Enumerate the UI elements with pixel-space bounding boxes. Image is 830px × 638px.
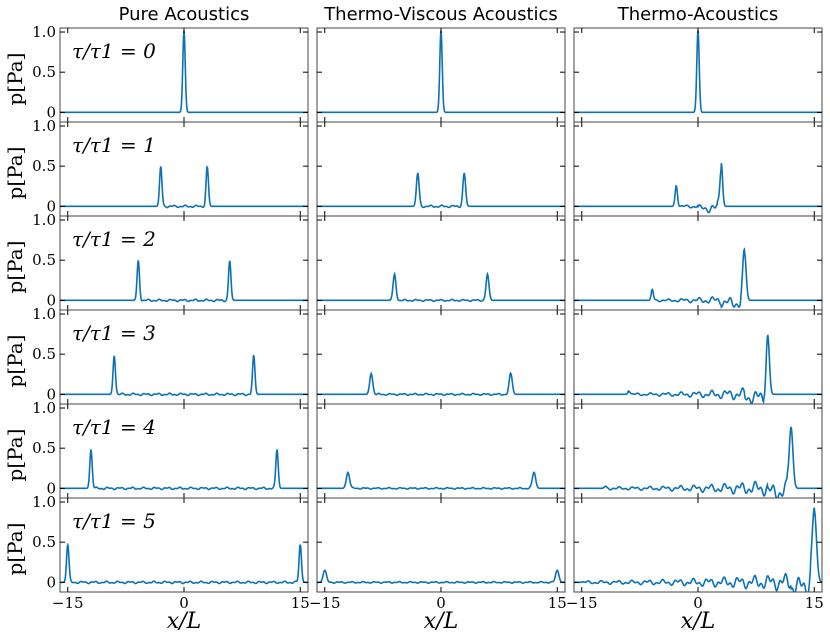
series-line — [317, 569, 565, 584]
panel-0-2: 0 0.5 1.0 τ/τ1 = 2 — [32, 211, 309, 311]
x-axis-label: x/L — [681, 609, 715, 634]
y-tick-label: 0.5 — [32, 439, 56, 457]
x-tick-label: 15 — [805, 594, 824, 612]
series-line — [574, 30, 822, 114]
y-tick-label: 0.5 — [32, 63, 56, 81]
series-line — [574, 333, 822, 404]
panel-1-2 — [316, 215, 566, 311]
y-tick-label: 0 — [46, 197, 56, 215]
column-title-1: Thermo-Viscous Acoustics — [323, 4, 558, 25]
y-tick-label: 0 — [46, 479, 56, 497]
series-line — [317, 172, 565, 209]
series-line — [574, 163, 822, 214]
panel-0-4: 0 0.5 1.0 τ/τ1 = 4 — [32, 399, 309, 499]
panel-frame — [573, 215, 823, 311]
y-tick-label: 0 — [46, 291, 56, 309]
series-line — [574, 507, 822, 592]
y-tick-label: 0 — [46, 385, 56, 403]
panel-frame — [573, 121, 823, 217]
panel-1-0 — [316, 27, 566, 123]
panel-frame — [316, 309, 566, 405]
y-tick-label: 0 — [46, 573, 56, 591]
column-title-0: Pure Acoustics — [119, 4, 250, 25]
panel-2-0 — [573, 27, 823, 123]
y-tick-label: 1.0 — [32, 305, 56, 323]
series-line — [60, 165, 308, 209]
y-axis-label: p[Pa] — [3, 523, 27, 576]
row-label: τ/τ1 = 5 — [72, 509, 156, 533]
panel-2-1 — [573, 121, 823, 217]
x-tick-label: 0 — [693, 594, 703, 612]
y-tick-label: 1.0 — [32, 23, 56, 41]
y-tick-label: 0.5 — [32, 157, 56, 175]
y-axis-label: p[Pa] — [3, 147, 27, 200]
series-line — [60, 260, 308, 303]
y-tick-label: 0 — [46, 103, 56, 121]
y-tick-label: 0.5 — [32, 533, 56, 551]
y-tick-label: 0.5 — [32, 345, 56, 363]
panel-2-4 — [573, 403, 823, 499]
panel-0-5: 0 0.5 1.0 −15 0 15 τ/τ1 = 5 — [32, 493, 310, 612]
series-line — [317, 471, 565, 490]
x-tick-label: 15 — [291, 594, 310, 612]
panel-1-5: −15 0 15 — [309, 497, 567, 612]
x-tick-label: −15 — [309, 594, 341, 612]
x-axis-label: x/L — [167, 609, 201, 634]
x-tick-label: −15 — [566, 594, 598, 612]
row-label: τ/τ1 = 3 — [72, 321, 156, 345]
panel-2-3 — [573, 309, 823, 405]
y-axis-label: p[Pa] — [3, 335, 27, 388]
y-tick-label: 1.0 — [32, 399, 56, 417]
series-line — [317, 271, 565, 303]
panel-frame — [573, 309, 823, 405]
panel-frame — [316, 215, 566, 311]
series-line — [60, 542, 308, 585]
series-line — [317, 30, 565, 114]
row-label: τ/τ1 = 1 — [72, 133, 156, 157]
panel-frame — [316, 497, 566, 593]
panel-2-5: −15 0 15 — [566, 497, 824, 612]
series-line — [60, 354, 308, 397]
series-line — [574, 247, 822, 309]
row-label: τ/τ1 = 2 — [72, 227, 156, 251]
x-axis-label: x/L — [424, 609, 458, 634]
series-line — [60, 448, 308, 491]
row-label: τ/τ1 = 4 — [72, 415, 156, 439]
y-tick-label: 1.0 — [32, 211, 56, 229]
x-tick-label: 15 — [548, 594, 567, 612]
panel-frame — [316, 403, 566, 499]
column-title-2: Thermo-Acoustics — [617, 4, 779, 25]
x-tick-label: 0 — [179, 594, 189, 612]
y-axis-label: p[Pa] — [3, 241, 27, 294]
panel-0-0: 0 0.5 1.0 τ/τ1 = 0 — [32, 23, 309, 123]
panel-1-3 — [316, 309, 566, 405]
series-line — [317, 371, 565, 397]
panel-2-2 — [573, 215, 823, 311]
panel-frame — [316, 121, 566, 217]
y-tick-label: 1.0 — [32, 117, 56, 135]
panel-1-1 — [316, 121, 566, 217]
y-axis-label: p[Pa] — [3, 429, 27, 482]
panel-1-4 — [316, 403, 566, 499]
panel-0-3: 0 0.5 1.0 τ/τ1 = 3 — [32, 305, 309, 405]
series-line — [574, 426, 822, 498]
panel-0-1: 0 0.5 1.0 τ/τ1 = 1 — [32, 117, 309, 217]
y-axis-label: p[Pa] — [3, 53, 27, 106]
row-label: τ/τ1 = 0 — [72, 39, 156, 63]
x-tick-label: 0 — [436, 594, 446, 612]
x-tick-label: −15 — [52, 594, 84, 612]
y-tick-label: 0.5 — [32, 251, 56, 269]
y-tick-label: 1.0 — [32, 493, 56, 511]
